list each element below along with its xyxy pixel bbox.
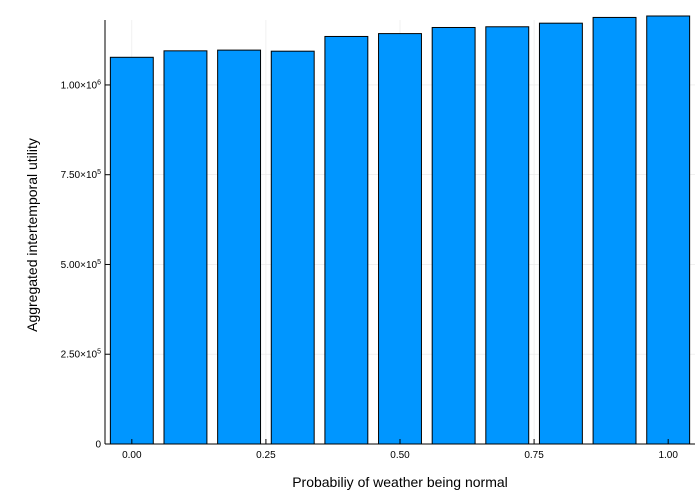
x-tick-label: 1.00	[658, 450, 678, 461]
bar	[217, 49, 262, 445]
bar	[270, 50, 315, 445]
x-tick-label: 0.25	[256, 450, 276, 461]
bar	[378, 33, 422, 445]
bar	[538, 22, 583, 445]
y-axis-ticks: 0 2.50×105 5.00×105 7.50×105 1.00×106	[61, 79, 110, 451]
bar	[431, 26, 476, 445]
bars	[109, 15, 691, 445]
bar	[163, 50, 208, 445]
y-axis-title: Aggregated intertemporal utility	[24, 138, 40, 332]
bar	[324, 35, 369, 445]
bar	[646, 15, 691, 445]
y-tick-label: 1.00×106	[61, 79, 101, 91]
x-tick-label: 0.75	[524, 450, 544, 461]
x-tick-label: 0.50	[390, 450, 410, 461]
x-axis-ticks: 0.00 0.25 0.50 0.75 1.00	[122, 439, 678, 461]
y-tick-label: 2.50×105	[61, 349, 101, 361]
bar	[592, 16, 637, 445]
bar	[485, 26, 530, 445]
y-tick-label: 5.00×105	[61, 259, 101, 271]
bar	[109, 56, 154, 445]
x-tick-label: 0.00	[122, 450, 142, 461]
y-tick-label: 0	[95, 440, 101, 451]
y-tick-label: 7.50×105	[61, 169, 101, 181]
x-axis-title: Probabiliy of weather being normal	[292, 474, 508, 490]
